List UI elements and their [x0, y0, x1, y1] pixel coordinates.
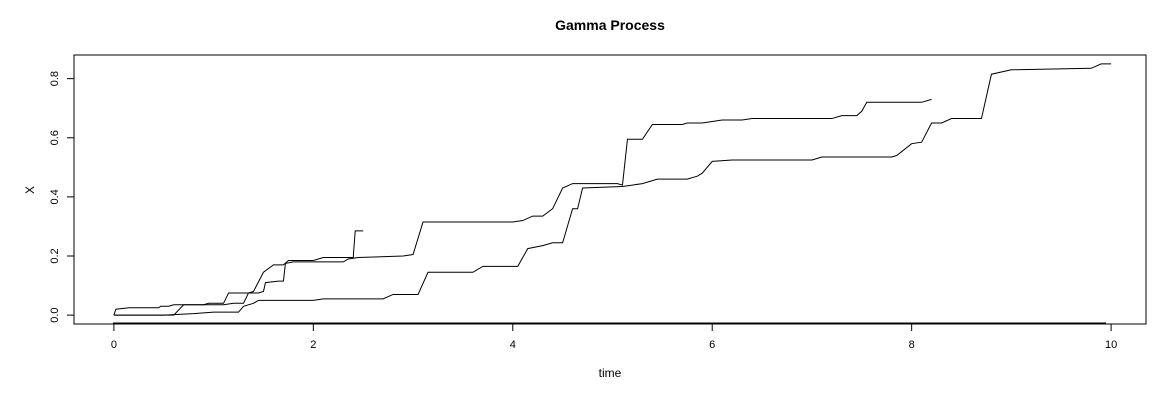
x-tick-label: 8	[909, 339, 915, 351]
x-tick-label: 0	[111, 339, 117, 351]
x-tick-label: 4	[510, 339, 516, 351]
y-ticks	[67, 78, 74, 316]
x-ticks	[113, 324, 1112, 331]
y-tick-label: 0.6	[49, 130, 61, 145]
y-tick-labels: 0.0 0.2 0.4 0.6 0.8	[49, 71, 61, 323]
plot-frame	[73, 54, 1147, 325]
y-tick-label: 0.2	[49, 248, 61, 263]
series-line-1	[113, 230, 364, 316]
x-tick-labels: 0 2 4 6 8 10	[111, 339, 1117, 351]
y-tick-label: 0.8	[49, 71, 61, 86]
x-axis-label: time	[599, 366, 622, 380]
y-tick-label: 0.4	[49, 189, 61, 204]
series-line-2	[113, 98, 932, 316]
series-group	[113, 63, 1112, 316]
y-axis-label: X	[23, 186, 37, 194]
x-tick-label: 10	[1105, 339, 1117, 351]
y-tick-label: 0.0	[49, 307, 61, 322]
series-line-3	[113, 63, 1112, 316]
x-tick-label: 2	[310, 339, 316, 351]
chart-title: Gamma Process	[555, 17, 665, 33]
x-tick-label: 6	[709, 339, 715, 351]
